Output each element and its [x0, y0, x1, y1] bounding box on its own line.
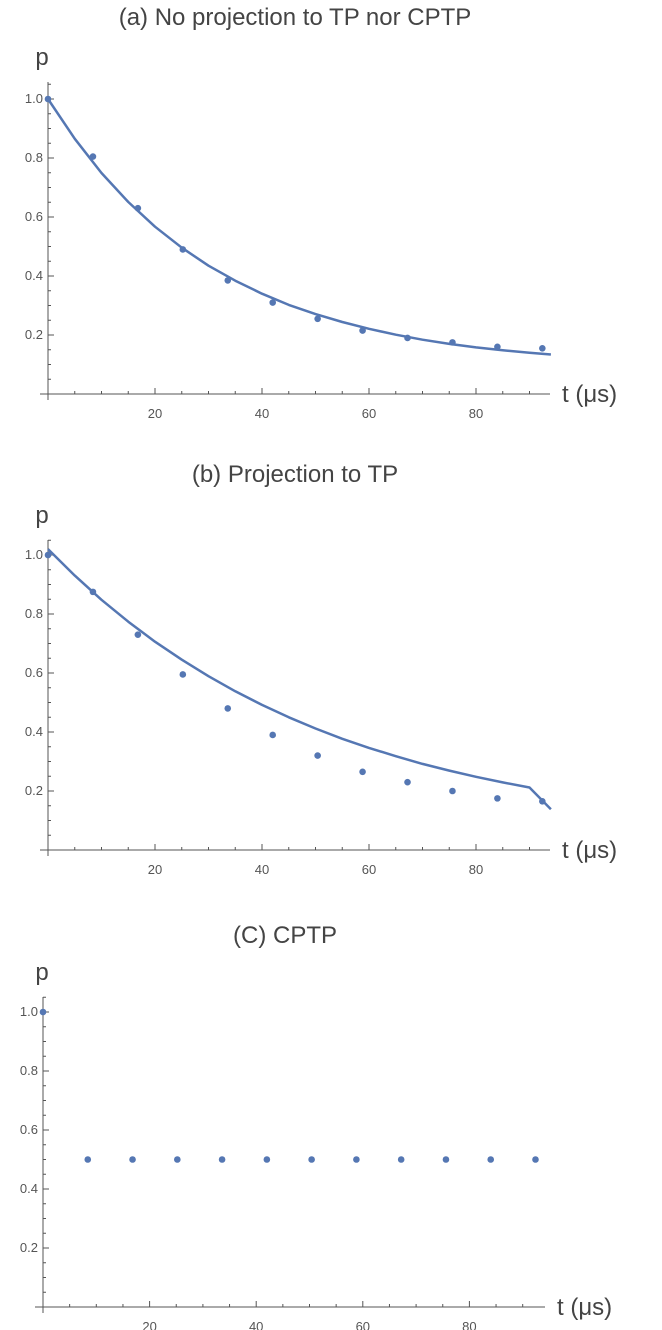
x-tick-label: 40: [255, 862, 269, 877]
data-point: [539, 344, 546, 352]
fit-curve: [47, 548, 552, 811]
y-tick-label: 0.4: [25, 268, 43, 283]
data-point: [532, 1156, 539, 1163]
data-point: [129, 1156, 136, 1163]
data-point: [263, 1156, 271, 1163]
data-point: [44, 551, 52, 559]
chart-panel-1: (a) No projection to TP nor CPTP p t (μs) 2…: [25, 4, 617, 421]
x-tick-label: 20: [148, 406, 162, 421]
y-tick-label: 1.0: [25, 91, 43, 106]
y-tick-label: 0.4: [25, 724, 43, 739]
x-tick-label: 80: [462, 1319, 476, 1330]
x-tick-label: 60: [362, 406, 376, 421]
x-tick-label: 80: [469, 862, 483, 877]
data-point: [359, 768, 366, 776]
chart-title: (a) No projection to TP nor CPTP: [119, 4, 472, 31]
data-point: [359, 327, 366, 334]
data-point: [449, 787, 456, 795]
data-point: [314, 752, 321, 759]
y-tick-label: 0.4: [20, 1181, 38, 1196]
y-tick-label: 1.0: [25, 547, 43, 562]
data-point: [39, 1008, 47, 1016]
y-tick-label: 0.2: [20, 1240, 38, 1255]
y-tick-label: 0.6: [25, 665, 43, 680]
data-point: [224, 277, 232, 284]
data-point: [404, 778, 411, 786]
data-point: [134, 631, 142, 638]
data-point: [353, 1156, 360, 1163]
y-axis-label: p: [35, 502, 48, 529]
data-point: [494, 795, 501, 802]
data-point: [218, 1156, 226, 1163]
y-tick-label: 0.8: [20, 1063, 38, 1078]
data-point: [308, 1156, 315, 1163]
y-tick-label: 0.2: [25, 783, 43, 798]
y-tick-label: 0.6: [25, 209, 43, 224]
y-axis-label: p: [35, 959, 48, 986]
data-point: [179, 246, 187, 253]
y-tick-label: 1.0: [20, 1004, 38, 1019]
chart-title: (C) CPTP: [233, 922, 337, 949]
data-point: [442, 1156, 450, 1163]
x-axis-label: t (μs): [562, 381, 617, 408]
data-point: [494, 343, 501, 351]
y-tick-label: 0.8: [25, 606, 43, 621]
chart-panel-2: (b) Projection to TP p t (μs) 20 40 60 80 0.2 0.…: [25, 461, 617, 877]
x-tick-label: 40: [255, 406, 269, 421]
data-point: [269, 731, 277, 739]
data-point: [174, 1156, 181, 1163]
x-axis-label: t (μs): [557, 1294, 612, 1321]
x-tick-label: 80: [469, 406, 483, 421]
x-tick-label: 60: [356, 1319, 370, 1330]
data-point: [539, 798, 546, 805]
y-tick-label: 0.6: [20, 1122, 38, 1137]
data-point: [179, 671, 187, 678]
x-tick-label: 60: [362, 862, 376, 877]
data-point: [314, 315, 321, 323]
y-tick-label: 0.8: [25, 150, 43, 165]
x-tick-label: 40: [249, 1319, 263, 1330]
data-point: [404, 334, 411, 342]
data-point: [89, 588, 97, 596]
data-point: [224, 705, 232, 712]
data-point: [84, 1156, 92, 1163]
chart-title: (b) Projection to TP: [192, 461, 398, 488]
data-point: [397, 1156, 405, 1163]
y-tick-label: 0.2: [25, 327, 43, 342]
chart-panel-3: (C) CPTP p t (μs) 20 40 60 80 0.2 0.4 0.6 0.8 1.0: [20, 922, 612, 1330]
x-tick-label: 20: [142, 1319, 156, 1330]
data-point: [44, 95, 52, 103]
x-axis-label: t (μs): [562, 837, 617, 864]
data-point: [134, 204, 142, 212]
data-point: [269, 299, 277, 306]
data-point: [487, 1156, 495, 1163]
data-point: [449, 339, 456, 346]
x-tick-label: 20: [148, 862, 162, 877]
data-point: [89, 153, 97, 160]
y-axis-label: p: [35, 44, 48, 71]
fit-curve: [46, 98, 552, 356]
